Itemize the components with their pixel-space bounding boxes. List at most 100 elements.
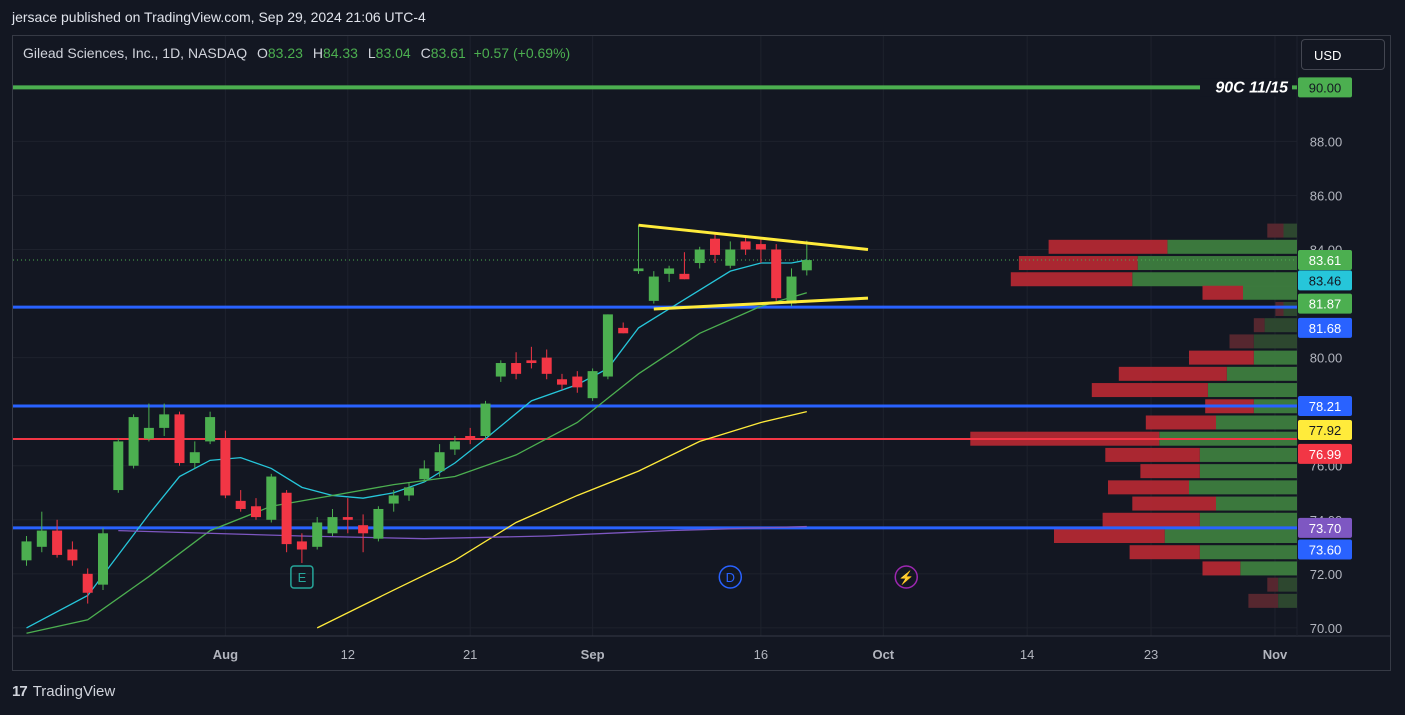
volume-profile-up-bar — [1278, 577, 1297, 592]
candle-body[interactable] — [174, 414, 185, 464]
price-label-badge[interactable] — [1298, 517, 1352, 538]
candle-body[interactable] — [327, 517, 338, 534]
candle-body[interactable] — [465, 436, 476, 439]
price-label-badge[interactable] — [1298, 443, 1352, 464]
candle-body[interactable] — [740, 241, 751, 250]
level-label: 90C 11/15 — [1215, 79, 1289, 96]
candle-body[interactable] — [618, 327, 629, 334]
candle-body[interactable] — [679, 273, 690, 280]
volume-profile-down-bar — [1108, 480, 1189, 495]
candle-body[interactable] — [98, 533, 108, 585]
event-marker-label[interactable]: ⚡ — [898, 570, 914, 586]
candle-body[interactable] — [21, 541, 32, 561]
candle-body[interactable] — [235, 500, 246, 509]
candle-body[interactable] — [786, 276, 797, 304]
tradingview-footer[interactable]: 17 TradingView — [12, 683, 115, 700]
low-label: L — [367, 45, 376, 61]
candle-body[interactable] — [557, 379, 567, 385]
candle-body[interactable] — [404, 487, 414, 496]
candle-body[interactable] — [220, 438, 231, 496]
price-label-badge[interactable] — [1298, 539, 1352, 560]
price-label-badge[interactable] — [1298, 420, 1352, 441]
event-marker-circle[interactable] — [718, 565, 743, 589]
volume-profile-up-bar — [1283, 223, 1297, 238]
moving-average-line — [118, 525, 807, 540]
volume-profile-up-bar — [1199, 512, 1297, 527]
candle-body[interactable] — [801, 260, 812, 271]
price-label-text[interactable]: 78.21 — [1309, 399, 1342, 414]
candle-body[interactable] — [205, 417, 216, 442]
candle-body[interactable] — [52, 530, 63, 555]
candle-body[interactable] — [251, 506, 261, 518]
candle-body[interactable] — [159, 414, 170, 428]
y-tick-label: 86.00 — [1310, 188, 1343, 203]
close-label: C — [420, 45, 431, 61]
price-label-text[interactable]: 83.46 — [1309, 273, 1342, 288]
candle-body[interactable] — [388, 495, 399, 504]
candle-body[interactable] — [296, 541, 307, 550]
candle-body[interactable] — [541, 357, 552, 374]
triangle-pattern-line[interactable] — [638, 223, 869, 252]
price-label-badge[interactable] — [1298, 293, 1352, 314]
price-label-text[interactable]: 77.92 — [1309, 423, 1342, 438]
candle-body[interactable] — [113, 441, 124, 491]
currency-button[interactable]: USD — [1301, 39, 1385, 70]
candle-body[interactable] — [480, 403, 491, 436]
candle-body[interactable] — [511, 363, 522, 374]
x-tick-label: Oct — [872, 647, 894, 662]
candle-body[interactable] — [358, 525, 369, 534]
price-label-text[interactable]: 76.99 — [1309, 447, 1342, 462]
price-label-badge[interactable] — [1298, 270, 1352, 291]
x-tick-label: 16 — [754, 647, 768, 662]
candle-body[interactable] — [648, 276, 659, 301]
volume-profile-up-bar — [1199, 464, 1297, 479]
candle-body[interactable] — [694, 249, 705, 264]
candle-body[interactable] — [281, 492, 292, 545]
candle-body[interactable] — [572, 376, 583, 388]
candle-body[interactable] — [312, 522, 323, 547]
candle-body[interactable] — [771, 249, 782, 299]
triangle-pattern-line[interactable] — [653, 296, 869, 311]
candle-body[interactable] — [373, 508, 384, 539]
price-label-text[interactable]: 90.00 — [1309, 80, 1342, 95]
candle-body[interactable] — [128, 417, 139, 466]
high-label: H — [312, 45, 323, 61]
candle-body[interactable] — [82, 573, 93, 593]
event-marker-label[interactable]: D — [726, 570, 735, 585]
candle-body[interactable] — [434, 452, 445, 472]
brand-name: TradingView — [32, 683, 116, 700]
candle-body[interactable] — [526, 360, 537, 364]
price-label-badge[interactable] — [1298, 396, 1352, 416]
event-marker-circle[interactable] — [894, 565, 918, 589]
price-label-text[interactable]: 73.70 — [1309, 521, 1342, 536]
candle-body[interactable] — [36, 530, 47, 547]
candle-body[interactable] — [587, 371, 598, 399]
candle-body[interactable] — [495, 363, 506, 377]
candle-body[interactable] — [266, 476, 277, 520]
candle-body[interactable] — [342, 517, 353, 520]
candle-body[interactable] — [725, 249, 736, 266]
price-label-text[interactable]: 83.61 — [1309, 253, 1342, 268]
candle-body[interactable] — [664, 268, 675, 274]
volume-profile-up-bar — [1167, 239, 1297, 254]
candle-body[interactable] — [633, 268, 644, 272]
price-label-text[interactable]: 81.68 — [1309, 321, 1342, 336]
price-label-badge[interactable] — [1298, 77, 1352, 98]
candle-body[interactable] — [419, 468, 430, 480]
event-marker-box[interactable] — [290, 565, 314, 589]
price-label-badge[interactable] — [1298, 250, 1352, 271]
candle-body[interactable] — [143, 427, 154, 439]
candle-body[interactable] — [67, 549, 78, 561]
event-marker-label[interactable]: E — [298, 570, 307, 585]
price-label-badge[interactable] — [1298, 317, 1352, 338]
price-label-text[interactable]: 81.87 — [1309, 297, 1342, 312]
price-label-text[interactable]: 73.60 — [1309, 543, 1342, 558]
candle-body[interactable] — [710, 238, 720, 255]
candle-body[interactable] — [449, 441, 460, 450]
candle-body[interactable] — [189, 452, 200, 464]
candle-body[interactable] — [602, 314, 613, 377]
y-tick-label: 70.00 — [1310, 621, 1343, 636]
publish-info: jersace published on TradingView.com, Se… — [12, 9, 426, 25]
candle-body[interactable] — [755, 244, 766, 250]
